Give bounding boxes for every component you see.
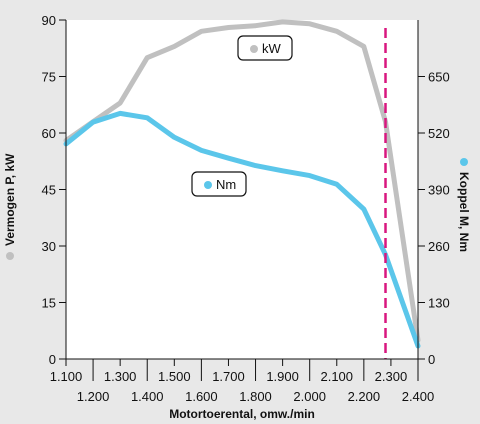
x-tick-label: 1.200 (77, 389, 110, 404)
x-axis-title: Motortoerental, omw./min (169, 407, 315, 421)
x-tick-label: 2.200 (348, 389, 381, 404)
x-tick-label: 1.900 (266, 369, 299, 384)
x-tick-label: 1.500 (158, 369, 191, 384)
y-right-tick-label: 130 (428, 296, 450, 311)
x-tick-label: 1.100 (50, 369, 83, 384)
x-tick-label: 1.600 (185, 389, 218, 404)
legend-box-kw (237, 35, 293, 61)
legend-label-nm: Nm (216, 177, 236, 192)
y-right-tick-label: 260 (428, 239, 450, 254)
y-left-title-dot (6, 252, 14, 260)
y-left-tick-label: 15 (42, 296, 56, 311)
legend-box-nm (191, 171, 247, 197)
x-tick-label: 2.400 (402, 389, 435, 404)
y-right-tick-label: 650 (428, 70, 450, 85)
ticks (59, 19, 425, 381)
y-right-tick-label: 520 (428, 126, 450, 141)
series-line-kw (63, 19, 421, 343)
y-left-tick-label: 60 (42, 126, 56, 141)
legend-label-kw: kW (262, 41, 282, 56)
legend-swatch-kw (250, 45, 258, 53)
legend: kW Nm (191, 35, 293, 197)
y-left-tick-label: 0 (49, 352, 56, 367)
x-tick-label: 2.100 (320, 369, 353, 384)
legend-swatch-nm (204, 181, 212, 189)
y-right-title-group: Koppel M, Nm (457, 158, 471, 252)
x-tick-label: 1.400 (131, 389, 164, 404)
series-lines (63, 19, 421, 349)
y-left-tick-label: 30 (42, 239, 56, 254)
y-left-tick-label: 75 (42, 70, 56, 85)
x-tick-label: 2.300 (375, 369, 408, 384)
y-right-axis-title: Koppel M, Nm (457, 172, 471, 252)
x-tick-label: 2.000 (293, 389, 326, 404)
y-left-tick-label: 45 (42, 183, 56, 198)
series-line-nm (63, 110, 421, 349)
y-left-axis-title: Vermogen P, kW (3, 153, 17, 246)
x-tick-label: 1.800 (239, 389, 272, 404)
y-right-tick-label: 390 (428, 183, 450, 198)
y-left-title-group: Vermogen P, kW (3, 153, 17, 260)
y-left-tick-label: 90 (42, 13, 56, 28)
x-tick-label: 1.700 (212, 369, 245, 384)
tick-labels: 0 15 30 45 60 75 90 0 130 260 390 520 650 1.100 1.200 1… (42, 13, 450, 404)
y-right-tick-label: 0 (428, 352, 435, 367)
y-right-title-dot (460, 158, 468, 166)
x-tick-label: 1.300 (104, 369, 137, 384)
